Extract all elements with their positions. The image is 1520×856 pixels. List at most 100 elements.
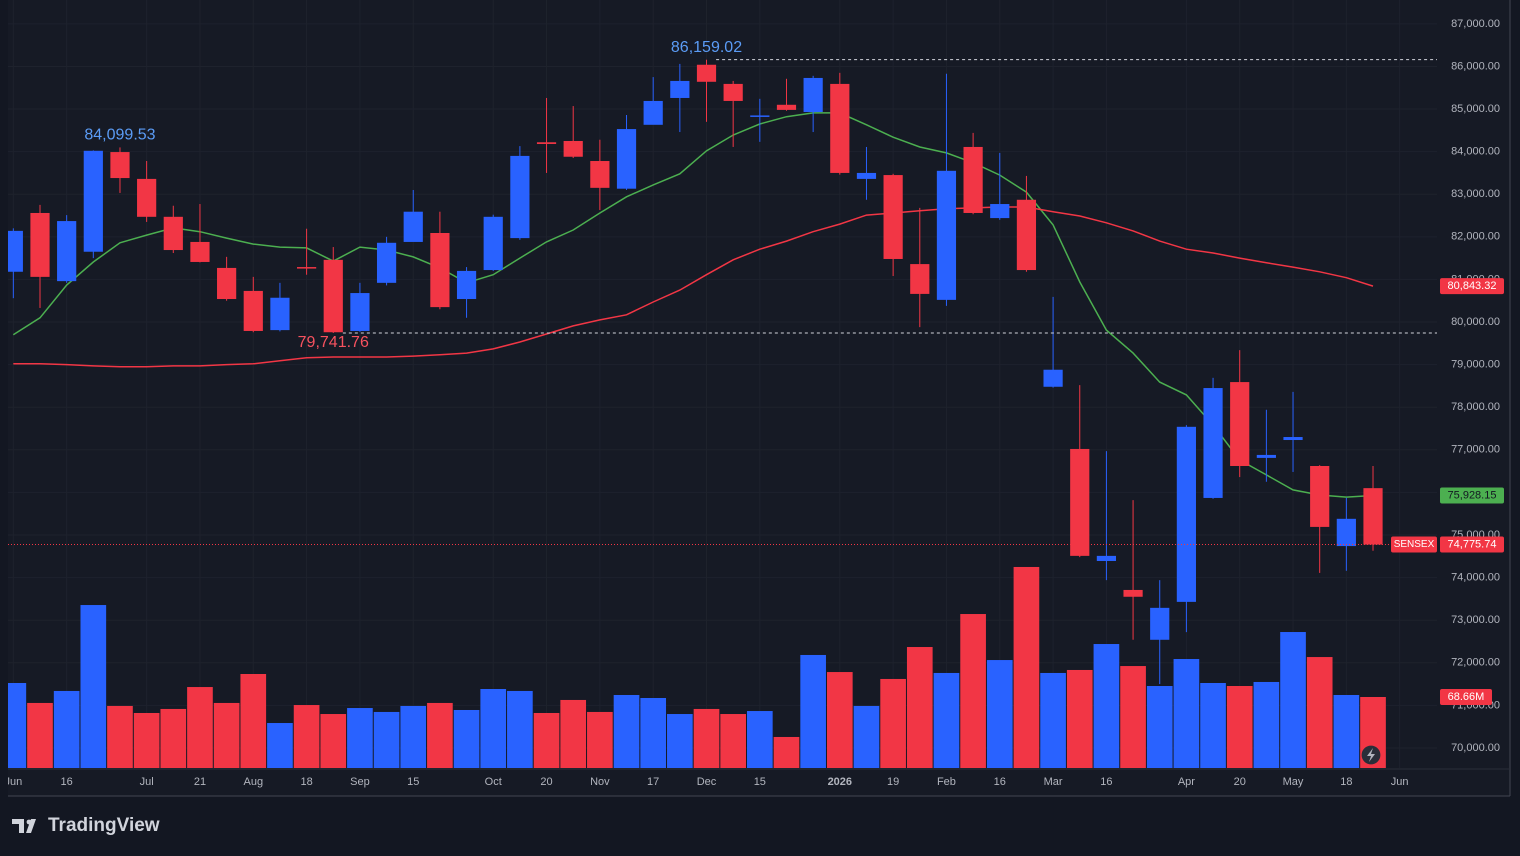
candle-body bbox=[990, 204, 1010, 219]
candle-body bbox=[456, 270, 477, 300]
volume-label: 68.66M bbox=[1448, 691, 1485, 703]
candle-body bbox=[590, 161, 610, 188]
x-tick-label: 16 bbox=[1100, 776, 1112, 788]
candle-body bbox=[1150, 607, 1170, 640]
candle-body bbox=[430, 232, 450, 308]
x-tick-label: 15 bbox=[754, 776, 766, 788]
candle-body bbox=[963, 146, 983, 213]
candle-body bbox=[643, 100, 663, 125]
candle-body bbox=[1283, 437, 1303, 441]
x-tick-label: 15 bbox=[407, 776, 419, 788]
candle-body bbox=[1203, 388, 1223, 498]
x-tick-label: Apr bbox=[1178, 776, 1195, 788]
x-tick-label: Sep bbox=[350, 776, 370, 788]
volume-bar bbox=[906, 647, 933, 768]
volume-bar bbox=[1013, 566, 1040, 768]
candle-body bbox=[510, 155, 530, 239]
candle-body bbox=[936, 170, 957, 300]
candle-body bbox=[1096, 555, 1117, 561]
x-tick-label: Feb bbox=[937, 776, 956, 788]
candle-body bbox=[217, 267, 237, 300]
volume-bar bbox=[880, 678, 906, 768]
candle-body bbox=[750, 115, 770, 117]
y-tick-label: 72,000.00 bbox=[1451, 657, 1500, 669]
candle-body bbox=[1336, 518, 1356, 547]
volume-bar bbox=[1333, 694, 1360, 768]
symbol-box bbox=[1391, 536, 1437, 553]
x-tick-label: May bbox=[1283, 776, 1304, 788]
last-price-label: 74,775.74 bbox=[1448, 538, 1497, 550]
volume-bar bbox=[746, 711, 773, 768]
volume-bar bbox=[267, 723, 293, 768]
annotation-label: 86,159.02 bbox=[671, 39, 742, 56]
volume-bar bbox=[347, 708, 373, 768]
volume-bar bbox=[667, 714, 693, 768]
volume-bar bbox=[213, 702, 240, 768]
ma-price-box bbox=[1440, 487, 1504, 504]
x-tick-label: 20 bbox=[540, 776, 552, 788]
volume-bar bbox=[800, 654, 826, 768]
volume-bar bbox=[587, 711, 613, 768]
moving-average-line bbox=[13, 206, 1374, 368]
volume-bar bbox=[27, 702, 53, 768]
y-tick-label: 78,000.00 bbox=[1451, 401, 1500, 413]
x-tick-label: Mar bbox=[1044, 776, 1063, 788]
replay-icon[interactable] bbox=[1360, 744, 1382, 766]
candle-body bbox=[1310, 465, 1330, 527]
x-tick-label: Dec bbox=[697, 776, 717, 788]
candle-body bbox=[323, 259, 343, 333]
volume-bar bbox=[1200, 682, 1226, 768]
candle-body bbox=[1176, 426, 1196, 602]
volume-bar bbox=[1280, 632, 1306, 768]
candle-body bbox=[1043, 369, 1063, 387]
icon-bolt[interactable] bbox=[1367, 748, 1375, 762]
annotation-label: 84,099.53 bbox=[84, 127, 155, 144]
candle-body bbox=[350, 293, 370, 331]
volume-bar bbox=[453, 709, 480, 768]
candle-body bbox=[57, 221, 77, 282]
candle-body bbox=[1256, 454, 1276, 458]
volume-bar bbox=[400, 705, 427, 768]
volume-bar bbox=[853, 705, 880, 768]
candle-body bbox=[536, 142, 557, 144]
volume-box bbox=[1440, 689, 1492, 706]
x-tick-label: 21 bbox=[194, 776, 206, 788]
x-tick-label: 18 bbox=[300, 776, 312, 788]
y-tick-label: 83,000.00 bbox=[1451, 188, 1500, 200]
volume-bar bbox=[427, 702, 453, 768]
logo-dot bbox=[26, 819, 32, 825]
volume-bar bbox=[986, 660, 1013, 768]
volume-bar bbox=[480, 688, 507, 768]
y-tick-label: 79,000.00 bbox=[1451, 359, 1500, 371]
candle-body bbox=[856, 172, 877, 179]
y-tick-label: 73,000.00 bbox=[1451, 614, 1500, 626]
candle-body bbox=[110, 152, 130, 179]
candle-body bbox=[190, 241, 210, 262]
candle-body bbox=[8, 230, 23, 272]
y-tick-label: 77,000.00 bbox=[1451, 444, 1500, 456]
volume-bar bbox=[720, 714, 746, 768]
candle-body bbox=[1123, 589, 1143, 597]
volume-bar bbox=[187, 687, 213, 768]
volume-bar bbox=[773, 736, 800, 768]
volume-bar bbox=[533, 712, 560, 768]
candles: 84,099.53 86,159.02 79,741.76 bbox=[8, 39, 1437, 685]
ma-price-label: 75,928.15 bbox=[1448, 489, 1497, 501]
volume-bar bbox=[507, 690, 533, 768]
volume-bar bbox=[160, 708, 187, 768]
x-tick-label: Nov bbox=[590, 776, 610, 788]
volume-bar bbox=[1066, 669, 1093, 768]
volume-bar bbox=[240, 674, 267, 768]
candle-body bbox=[296, 267, 317, 269]
annotation-label: 79,741.76 bbox=[298, 334, 369, 351]
y-tick-label: 84,000.00 bbox=[1451, 146, 1500, 158]
volume-bar bbox=[613, 694, 640, 768]
volume-bar bbox=[693, 708, 720, 768]
brand: TradingView bbox=[48, 815, 160, 836]
symbol-label: SENSEX bbox=[1394, 539, 1435, 550]
candle-body bbox=[803, 77, 823, 113]
price-labels: 75,928.15 80,843.32 SENSEX 74,775.74 68.66M bbox=[1391, 278, 1504, 706]
volume-bar bbox=[640, 697, 667, 768]
candle-body bbox=[563, 140, 583, 157]
volume-bar bbox=[320, 714, 347, 768]
